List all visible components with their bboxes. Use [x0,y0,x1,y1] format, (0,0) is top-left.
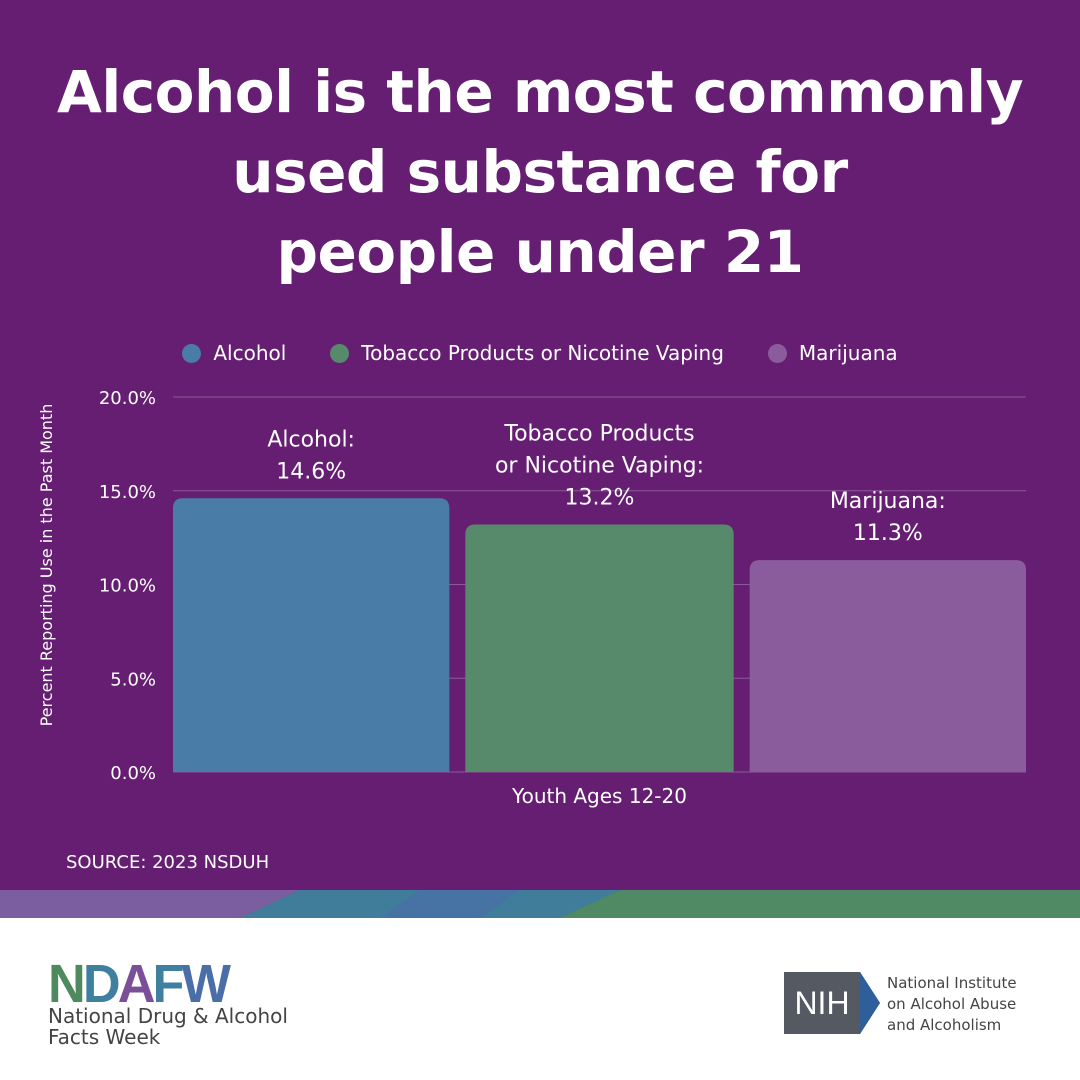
data-label: or Nicotine Vaping: [495,454,704,479]
bar [749,560,1026,772]
bar [465,524,734,772]
nih-badge-text: NIH [794,985,849,1021]
nih-name-line-1: National Institute [887,974,1017,992]
nih-name: National Institute on Alcohol Abuse and … [887,973,1017,1036]
logo-letter-n: N [48,958,83,1006]
title-line-2: used substance for [232,138,848,206]
data-label: 11.3% [853,521,923,546]
y-tick-label: 20.0% [99,388,156,409]
ndafw-name: National Drug & Alcohol Facts Week [48,1006,288,1048]
bar [173,498,450,772]
logo-letter-w: W [182,958,231,1006]
legend-item-tobacco: Tobacco Products or Nicotine Vaping [330,341,724,365]
legend-item-alcohol: Alcohol [182,341,286,365]
legend-label-tobacco: Tobacco Products or Nicotine Vaping [361,341,724,365]
nih-badge-shape [784,972,880,1034]
title-line-1: Alcohol is the most commonly [57,58,1024,126]
data-label: Tobacco Products [503,422,694,447]
y-tick-label: 15.0% [99,482,156,503]
data-label: Alcohol: [267,427,355,452]
y-tick-label: 0.0% [110,763,156,784]
nih-logo: NIH [784,972,880,1034]
data-label: 14.6% [276,459,346,484]
nih-name-line-2: on Alcohol Abuse [887,995,1017,1013]
legend-label-marijuana: Marijuana [798,341,898,365]
y-tick-label: 5.0% [110,669,156,690]
decorative-strip [0,890,1080,918]
legend-label-alcohol: Alcohol [213,341,287,365]
legend-dot-marijuana [767,343,787,363]
logo-letter-a: A [118,958,155,1006]
nih-name-line-3: and Alcoholism [887,1016,1002,1034]
x-axis-label: Youth Ages 12-20 [511,784,687,808]
ndafw-logo: NDAFW [48,958,234,1006]
source-note: SOURCE: 2023 NSDUH [66,852,270,873]
nih-badge-arrow [860,972,880,1034]
legend-dot-alcohol [182,343,202,363]
y-tick-label: 10.0% [99,576,156,597]
page-title: Alcohol is the most commonly used substa… [0,52,1080,292]
legend-item-marijuana: Marijuana [767,341,898,365]
logo-letter-d: D [83,958,119,1006]
logo-letter-f: F [153,958,184,1006]
data-label: 13.2% [565,486,635,511]
chart-legend: Alcohol Tobacco Products or Nicotine Vap… [0,338,1080,368]
bar-chart: 0.0% 5.0% 10.0% 15.0% 20.0% Alcohol: 14.6% Toba… [99,388,1026,808]
ndafw-name-line-1: National Drug & Alcohol [48,1004,288,1028]
title-line-3: people under 21 [276,218,804,286]
svg-text:NDAFW: NDAFW [48,958,231,1006]
legend-dot-tobacco [330,343,350,363]
data-label: Marijuana: [830,489,946,514]
ndafw-name-line-2: Facts Week [48,1025,161,1049]
